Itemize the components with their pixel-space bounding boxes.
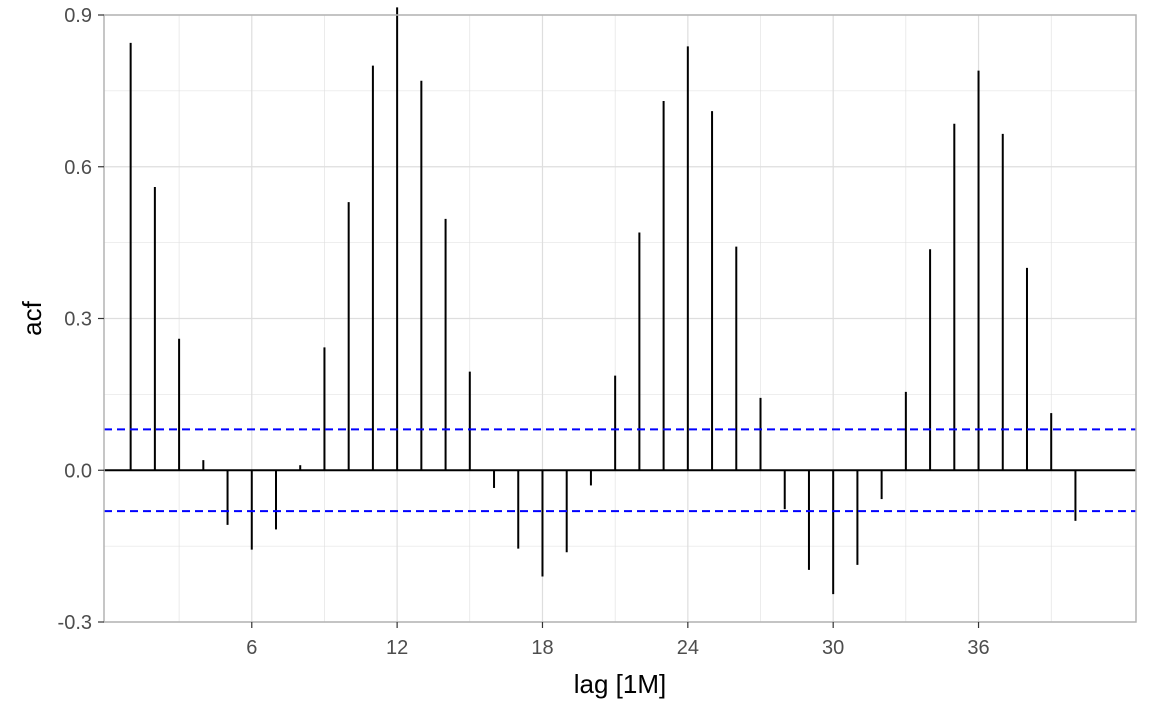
y-tick-label: 0.6 bbox=[64, 157, 92, 179]
acf-bars bbox=[129, 7, 1077, 595]
y-tick-label: 0.3 bbox=[64, 309, 92, 331]
x-axis-ticks: 6 12 18 24 30 36 bbox=[246, 622, 990, 659]
x-tick-label: 24 bbox=[677, 637, 699, 659]
confidence-bounds bbox=[104, 428, 1136, 513]
x-tick-label: 36 bbox=[967, 637, 989, 659]
x-tick-label: 30 bbox=[822, 637, 844, 659]
y-tick-label: 0.9 bbox=[64, 5, 92, 27]
x-tick-label: 6 bbox=[246, 637, 257, 659]
y-tick-label: -0.3 bbox=[58, 612, 92, 634]
x-axis-title: lag [1M] bbox=[574, 669, 667, 699]
y-axis-title: acf bbox=[17, 300, 47, 335]
x-tick-label: 12 bbox=[386, 637, 408, 659]
x-tick-label: 18 bbox=[531, 637, 553, 659]
y-axis-ticks: -0.3 0.0 0.3 0.6 0.9 bbox=[58, 5, 104, 634]
y-tick-label: 0.0 bbox=[64, 460, 92, 482]
